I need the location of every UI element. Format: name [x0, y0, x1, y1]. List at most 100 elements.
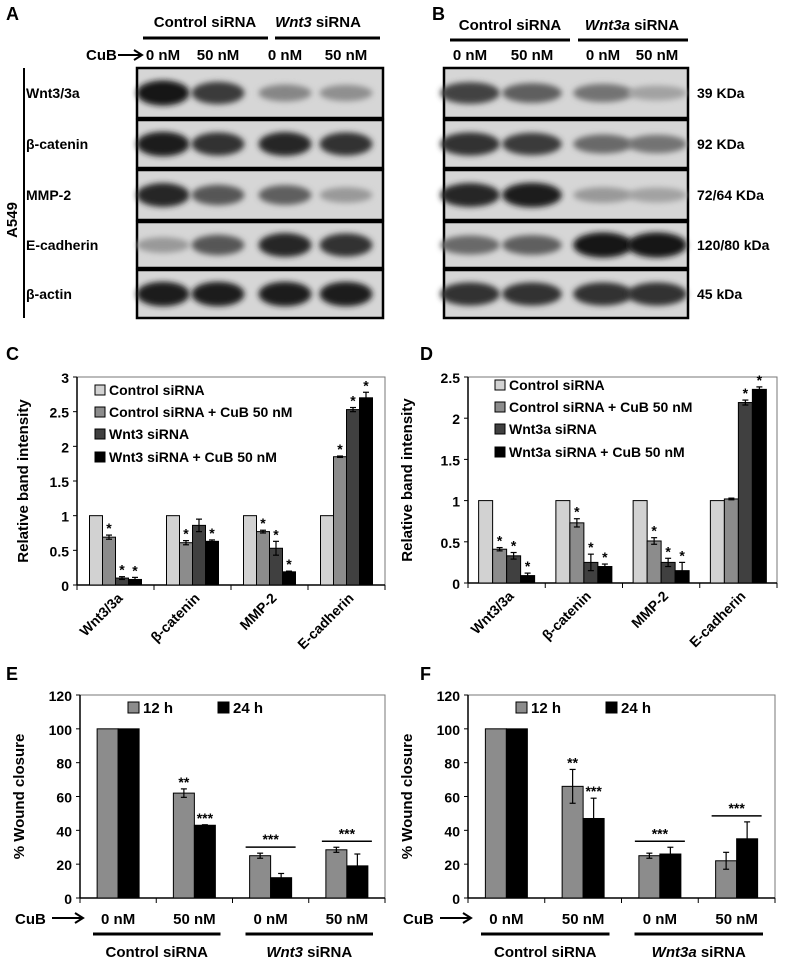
- group-label-rest: siRNA: [312, 14, 361, 31]
- y-tick-label: 1.5: [50, 474, 70, 490]
- legend-swatch: [217, 701, 230, 714]
- significance-mark: ***: [339, 825, 356, 841]
- legend-label: 24 h: [621, 700, 651, 717]
- group-label: Control siRNA: [494, 944, 597, 961]
- blot-row: [135, 168, 385, 222]
- blot-band: [627, 232, 687, 258]
- blot-row: [135, 66, 385, 120]
- blot-band: [502, 282, 562, 306]
- blot-a-group-control: Control siRNA: [154, 14, 257, 31]
- lane-label: 50 nM: [511, 47, 554, 64]
- treatment-label: CuB: [86, 47, 117, 64]
- blot-b-group-wnt3a: Wnt3a siRNA: [585, 17, 679, 34]
- blot-row: [440, 118, 690, 170]
- legend-swatch: [494, 401, 506, 413]
- blot-band: [319, 84, 373, 102]
- blot-band: [440, 235, 500, 255]
- group-label-italic: Wnt3: [275, 14, 312, 31]
- legend-swatch: [94, 384, 106, 396]
- significance-mark: *: [337, 441, 343, 457]
- y-tick-label: 2: [452, 411, 460, 427]
- y-tick-label: 120: [49, 688, 73, 704]
- blot-band: [191, 81, 245, 105]
- blot-band: [573, 134, 633, 154]
- significance-mark: *: [679, 547, 685, 563]
- legend-swatch: [94, 451, 106, 463]
- arrow-head: [462, 912, 473, 924]
- significance-mark: *: [743, 385, 749, 401]
- blot-row: [135, 118, 385, 170]
- significance-mark: *: [106, 520, 112, 536]
- group-label-rest: siRNA: [697, 944, 746, 961]
- blot-row-label: Wnt3/3a: [26, 85, 80, 101]
- legend-swatch: [127, 701, 140, 714]
- bar: [320, 515, 334, 586]
- y-tick-label: 80: [444, 756, 460, 772]
- blot-band: [573, 282, 633, 306]
- blot-band: [191, 184, 245, 206]
- y-tick-label: 0: [64, 891, 72, 907]
- blot-band: [440, 82, 500, 104]
- y-tick-label: 80: [56, 756, 72, 772]
- lane-label: 50 nM: [197, 47, 240, 64]
- blot-row-label: MMP-2: [26, 187, 71, 203]
- legend-swatch: [494, 446, 506, 458]
- lane-label: 0 nM: [453, 47, 487, 64]
- group-label-italic: Wnt3: [266, 944, 303, 961]
- significance-mark: ***: [652, 825, 669, 841]
- y-axis-title: Relative band intensity: [15, 399, 32, 563]
- y-tick-label: 0: [61, 578, 69, 594]
- blot-band: [319, 233, 373, 257]
- bar: [325, 849, 348, 899]
- category-label: 50 nM: [562, 911, 605, 928]
- lane-label: 0 nM: [146, 47, 180, 64]
- blot-row-label: β-catenin: [26, 136, 88, 152]
- category-label: β-catenin: [147, 590, 202, 645]
- blot-band: [136, 80, 190, 106]
- bar: [555, 500, 571, 584]
- y-tick-label: 1: [452, 494, 460, 510]
- blot-band: [627, 282, 687, 306]
- legend-swatch: [94, 428, 106, 440]
- blot-band: [258, 185, 312, 205]
- significance-mark: *: [525, 558, 531, 574]
- bar: [102, 536, 116, 586]
- significance-mark: ***: [728, 800, 745, 816]
- category-label: E-cadherin: [294, 590, 356, 652]
- legend-label: Wnt3a siRNA: [509, 421, 597, 437]
- bar: [96, 728, 119, 899]
- panel-label-a: A: [6, 4, 19, 24]
- y-tick-label: 2.5: [50, 405, 70, 421]
- bar: [172, 792, 195, 899]
- blot-band: [573, 232, 633, 258]
- bar: [192, 524, 206, 586]
- category-label: Wnt3/3a: [467, 588, 516, 637]
- arrow-icon: [118, 49, 144, 61]
- significance-mark: *: [511, 538, 517, 554]
- y-axis-title: % Wound closure: [11, 734, 28, 860]
- significance-mark: *: [132, 562, 138, 578]
- bar: [737, 402, 753, 584]
- significance-mark: *: [183, 526, 189, 542]
- blot-band: [136, 131, 190, 157]
- category-label: 0 nM: [489, 911, 523, 928]
- lane-label: 0 nM: [586, 47, 620, 64]
- arrow-head: [74, 912, 85, 924]
- y-tick-label: 100: [437, 722, 461, 738]
- bar: [249, 855, 272, 899]
- bar: [492, 548, 508, 584]
- bar: [179, 542, 193, 586]
- y-tick-label: 120: [437, 688, 461, 704]
- bar: [89, 515, 103, 586]
- significance-mark: *: [209, 525, 215, 541]
- group-label-italic: Wnt3a: [652, 944, 697, 961]
- y-tick-label: 100: [49, 722, 73, 738]
- blot-band: [319, 132, 373, 156]
- panel-label: C: [6, 344, 19, 364]
- blot-band: [319, 187, 373, 203]
- legend-label: Control siRNA + CuB 50 nM: [109, 404, 292, 420]
- legend-swatch: [94, 406, 106, 418]
